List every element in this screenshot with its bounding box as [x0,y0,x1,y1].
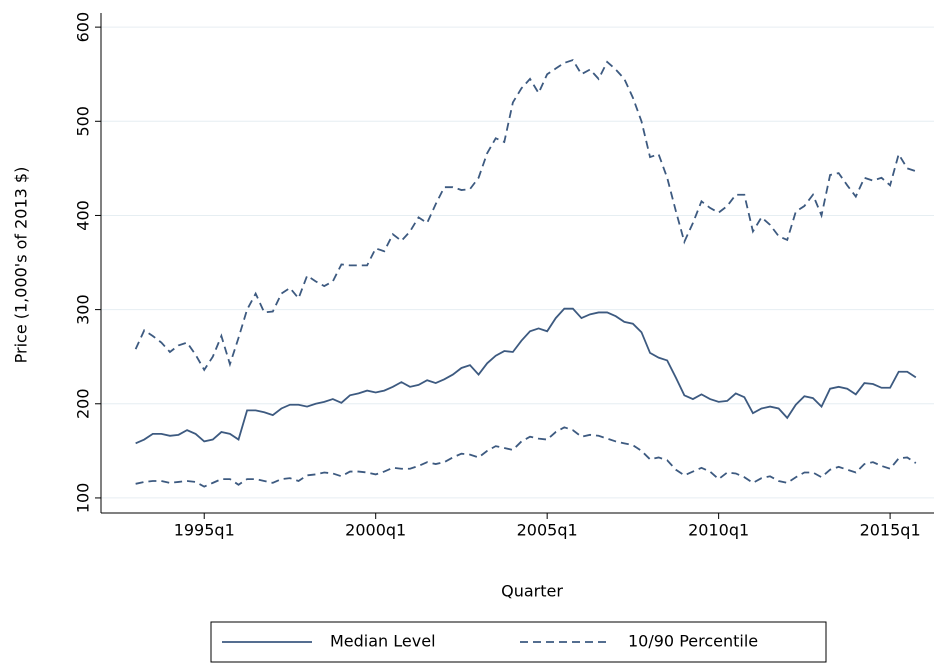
y-tick-label: 200 [74,388,93,419]
y-tick-label: 400 [74,200,93,231]
y-tick-label: 600 [74,12,93,43]
x-tick-label: 2005q1 [517,521,578,540]
series-line [135,307,917,445]
y-tick-label: 500 [74,106,93,137]
series-line [134,59,917,372]
x-tick-label: 2010q1 [688,521,749,540]
legend-box [210,621,827,663]
x-tick-label: 2015q1 [860,521,921,540]
legend-label: Median Level [330,632,436,651]
x-tick-label: 2000q1 [345,521,406,540]
x-axis-title: Quarter [501,582,563,601]
y-tick-label: 300 [74,294,93,325]
legend-label: 10/90 Percentile [628,632,758,651]
y-tick-label: 100 [74,483,93,514]
y-axis-title: Price (1,000's of 2013 $) [12,167,31,364]
series-line [135,426,917,488]
x-tick-label: 1995q1 [174,521,235,540]
